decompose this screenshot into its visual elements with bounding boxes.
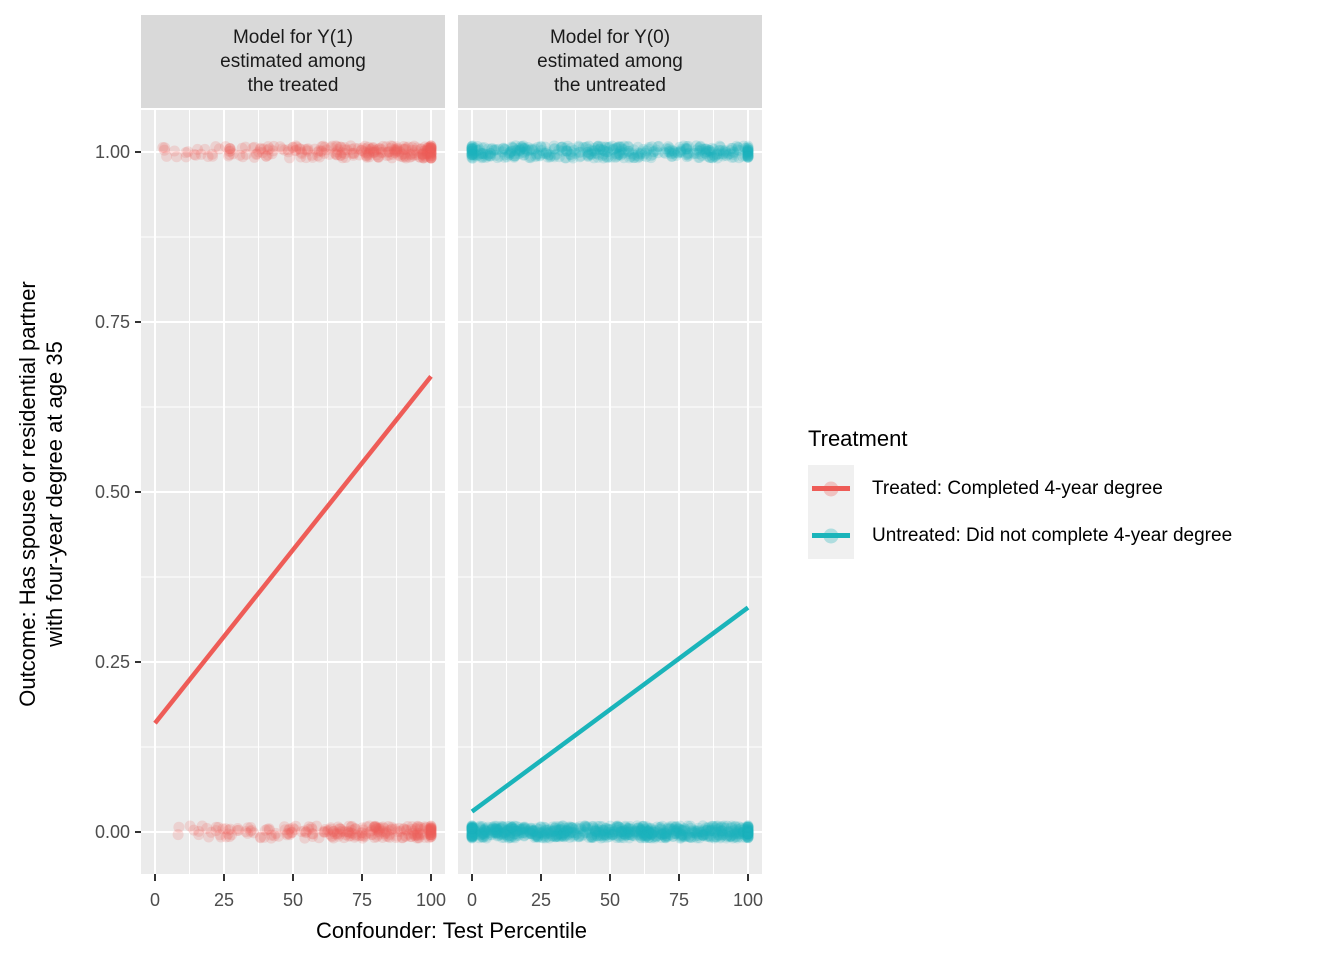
y-tick-mark	[135, 321, 141, 323]
strip-text-line: the treated	[247, 74, 339, 96]
legend-label-treated: Treated: Completed 4-year degree	[872, 477, 1163, 499]
x-tick-label: 0	[149, 890, 161, 910]
x-tick-mark	[609, 874, 611, 881]
y-tick-label: 0.50	[94, 482, 130, 502]
x-tick-mark	[223, 874, 225, 881]
x-tick-mark	[361, 874, 363, 881]
scatter-panel-treated	[141, 110, 445, 874]
legend-title: Treatment	[808, 426, 908, 451]
legend-key-treated	[808, 465, 854, 512]
x-tick-label: 75	[668, 890, 690, 910]
facet-strip-model-y0: Model for Y(0) estimated among the untre…	[458, 15, 762, 108]
y-tick-mark	[135, 831, 141, 833]
x-tick-label: 50	[282, 890, 304, 910]
x-tick-mark	[471, 874, 473, 881]
strip-text-line: Model for Y(0)	[549, 26, 671, 48]
y-tick-mark	[135, 491, 141, 493]
x-tick-label: 100	[732, 890, 764, 910]
strip-text-line: estimated among	[537, 50, 683, 72]
y-tick-label: 0.25	[94, 652, 130, 672]
legend-item-treated: Treated: Completed 4-year degree	[808, 465, 1232, 512]
scatter-panel-untreated	[458, 110, 762, 874]
x-tick-label: 25	[530, 890, 552, 910]
y-axis-title-line: Outcome: Has spouse or residential partn…	[15, 281, 40, 707]
x-tick-mark	[154, 874, 156, 881]
y-tick-label: 0.75	[94, 312, 130, 332]
x-tick-mark	[747, 874, 749, 881]
legend-key-untreated	[808, 512, 854, 559]
x-tick-mark	[540, 874, 542, 881]
y-tick-label: 0.00	[94, 822, 130, 842]
y-axis-title: Outcome: Has spouse or residential partn…	[14, 94, 70, 894]
line-swatch-icon	[812, 533, 850, 538]
legend-item-untreated: Untreated: Did not complete 4-year degre…	[808, 512, 1232, 559]
y-axis-title-line: with four-year degree at age 35	[42, 341, 67, 647]
x-tick-label: 100	[415, 890, 447, 910]
x-tick-mark	[292, 874, 294, 881]
x-tick-label: 25	[213, 890, 235, 910]
x-tick-label: 50	[599, 890, 621, 910]
legend-label-untreated: Untreated: Did not complete 4-year degre…	[872, 524, 1233, 546]
x-tick-label: 0	[466, 890, 478, 910]
strip-text-line: Model for Y(1)	[232, 26, 354, 48]
x-tick-mark	[430, 874, 432, 881]
line-swatch-icon	[812, 486, 850, 491]
y-tick-mark	[135, 661, 141, 663]
facet-strip-model-y1: Model for Y(1) estimated among the treat…	[141, 15, 445, 108]
y-tick-label: 1.00	[94, 142, 130, 162]
x-axis-title: Confounder: Test Percentile	[315, 918, 588, 943]
strip-text-line: estimated among	[220, 50, 366, 72]
y-tick-mark	[135, 151, 141, 153]
x-tick-label: 75	[351, 890, 373, 910]
legend: Treatment Treated: Completed 4-year degr…	[808, 426, 1232, 559]
strip-text-line: the untreated	[554, 74, 666, 96]
x-tick-mark	[678, 874, 680, 881]
